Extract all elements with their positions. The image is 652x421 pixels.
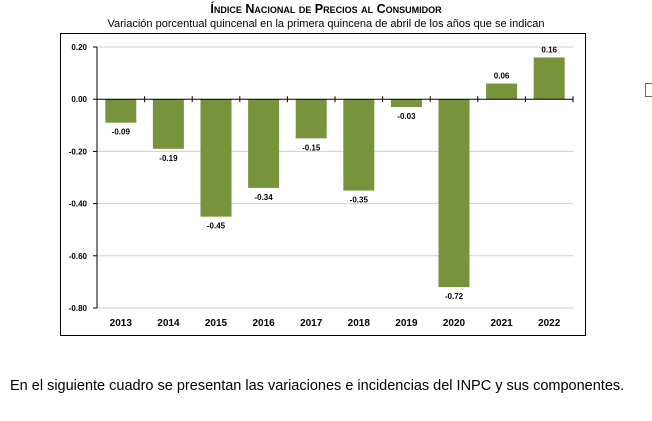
- body-paragraph: En el siguiente cuadro se presentan las …: [10, 378, 625, 394]
- data-label-2015: -0.45: [207, 222, 226, 231]
- data-label-2017: -0.15: [302, 143, 321, 152]
- x-tick-label: 2013: [110, 318, 133, 329]
- bar-2021: [486, 83, 518, 100]
- data-label-2016: -0.34: [254, 193, 273, 202]
- y-tick-label: 0.00: [71, 95, 87, 104]
- y-tick-label: -0.80: [69, 304, 88, 313]
- y-tick-label: -0.40: [69, 200, 88, 209]
- chart-frame: [60, 33, 586, 336]
- x-tick-label: 2019: [395, 318, 418, 329]
- bar-2015: [200, 99, 232, 217]
- bar-2022: [533, 57, 565, 100]
- bar-2017: [295, 99, 327, 139]
- bar-2018: [343, 99, 375, 191]
- y-tick-label: 0.20: [71, 43, 87, 52]
- data-label-2019: -0.03: [397, 112, 416, 121]
- bar-chart: 0.20 0.00 -0.20 -0.40 -0.60 -0.80 -0.09 2013 -0.…: [69, 43, 574, 329]
- chart-title: Índice Nacional de Precios al Consumidor: [210, 2, 442, 16]
- x-tick-label: 2016: [252, 318, 275, 329]
- bar-2019: [390, 99, 422, 108]
- data-label-2021: 0.06: [494, 72, 510, 81]
- x-tick-label: 2015: [205, 318, 228, 329]
- data-label-2022: 0.16: [541, 45, 557, 54]
- data-label-2018: -0.35: [350, 196, 369, 205]
- bar-2013: [105, 99, 137, 123]
- x-tick-label: 2017: [300, 318, 323, 329]
- data-label-2020: -0.72: [445, 292, 464, 301]
- chart-subtitle: Variación porcentual quincenal en la pri…: [107, 18, 545, 30]
- side-checkbox: [645, 83, 652, 97]
- x-tick-label: 2014: [157, 318, 180, 329]
- bar-2014: [152, 99, 184, 149]
- data-label-2013: -0.09: [112, 128, 131, 137]
- y-tick-label: -0.20: [69, 147, 88, 156]
- bar-2016: [248, 99, 280, 188]
- x-tick-label: 2020: [443, 318, 466, 329]
- data-label-2014: -0.19: [159, 154, 178, 163]
- x-tick-label: 2018: [348, 318, 371, 329]
- y-tick-label: -0.60: [69, 252, 88, 261]
- x-tick-label: 2022: [538, 318, 561, 329]
- x-tick-label: 2021: [490, 318, 513, 329]
- bar-2020: [438, 99, 470, 288]
